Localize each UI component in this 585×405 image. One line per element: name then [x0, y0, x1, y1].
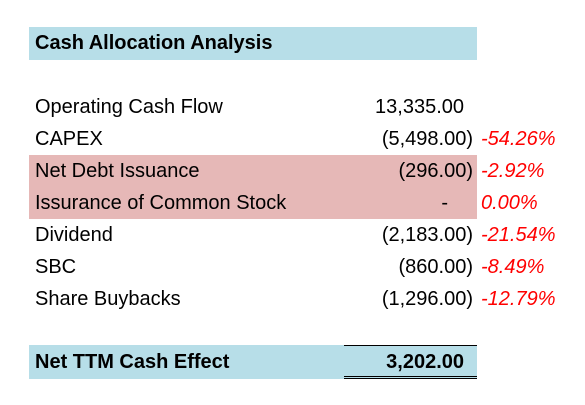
- row-highlight: [29, 187, 477, 219]
- sheet-title: Cash Allocation Analysis: [35, 32, 273, 54]
- title-band: [29, 27, 477, 60]
- table-row-share-buybacks: Share Buybacks (1,296.00) -12.79%: [0, 283, 585, 315]
- table-row-net-debt-issuance: Net Debt Issuance (296.00) -2.92%: [0, 155, 585, 187]
- row-percentage: -54.26%: [481, 128, 556, 150]
- row-value: 13,335.00: [375, 96, 464, 118]
- total-top-border: [344, 345, 477, 346]
- row-label: Issurance of Common Stock: [35, 192, 287, 214]
- row-highlight: [29, 155, 477, 187]
- row-label: Net Debt Issuance: [35, 160, 200, 182]
- table-row-sbc: SBC (860.00) -8.49%: [0, 251, 585, 283]
- row-value: -: [441, 192, 448, 214]
- table-row-dividend: Dividend (2,183.00) -21.54%: [0, 219, 585, 251]
- row-percentage: -8.49%: [481, 256, 545, 278]
- row-value: (5,498.00): [381, 128, 473, 150]
- row-value: (2,183.00): [381, 224, 473, 246]
- row-value: (1,296.00): [381, 288, 473, 310]
- total-value: 3,202.00: [386, 351, 464, 373]
- row-label: Operating Cash Flow: [35, 96, 223, 118]
- row-value: (860.00): [398, 256, 474, 278]
- row-percentage: -21.54%: [481, 224, 556, 246]
- row-percentage: -12.79%: [481, 288, 556, 310]
- total-label: Net TTM Cash Effect: [35, 351, 230, 373]
- row-label: Dividend: [35, 224, 113, 246]
- row-label: CAPEX: [35, 128, 103, 150]
- table-row-operating-cash-flow: Operating Cash Flow 13,335.00: [0, 91, 585, 123]
- total-double-underline: [344, 376, 477, 379]
- row-label: Share Buybacks: [35, 288, 181, 310]
- row-percentage: 0.00%: [481, 192, 538, 214]
- row-label: SBC: [35, 256, 77, 278]
- table-row-issurance-of-common-stock: Issurance of Common Stock - 0.00%: [0, 187, 585, 219]
- total-band: [29, 345, 477, 379]
- row-percentage: -2.92%: [481, 160, 545, 182]
- table-row-capex: CAPEX (5,498.00) -54.26%: [0, 123, 585, 155]
- row-value: (296.00): [398, 160, 474, 182]
